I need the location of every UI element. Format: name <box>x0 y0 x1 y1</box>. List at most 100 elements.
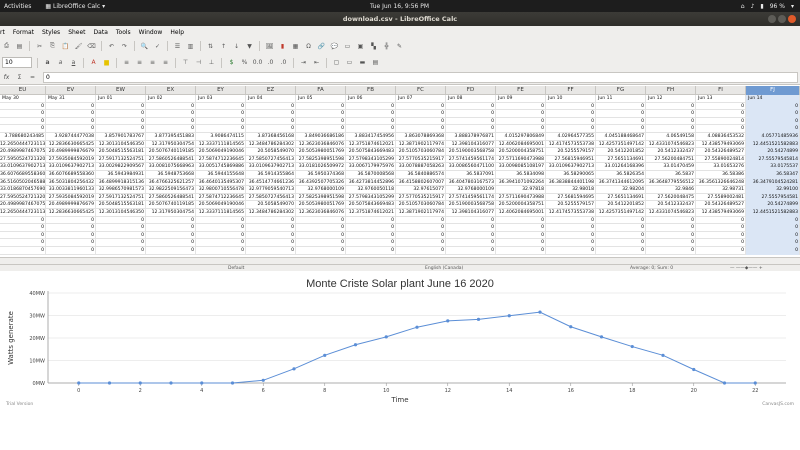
table-cell[interactable]: 0 <box>696 117 746 126</box>
table-cell[interactable]: 12.438579493069 <box>696 140 746 149</box>
table-cell[interactable]: 0 <box>146 239 196 247</box>
table-cell[interactable]: 36.5031804256432 <box>46 178 96 187</box>
table-cell[interactable]: 27.5874712236645 <box>196 155 246 164</box>
table-cell[interactable]: 33.0033811960133 <box>46 186 96 194</box>
table-cell[interactable]: Jun 09 <box>496 95 546 103</box>
table-cell[interactable]: 0 <box>0 110 46 118</box>
table-cell[interactable]: 32.97818 <box>496 186 546 194</box>
column-header-ez[interactable]: EZ <box>246 86 296 95</box>
table-cell[interactable]: 0 <box>46 231 96 240</box>
table-cell[interactable]: 36.3941071092264 <box>496 178 546 187</box>
table-cell[interactable]: 33.0109637902713 <box>546 163 596 171</box>
table-cell[interactable]: 0 <box>546 117 596 126</box>
table-cell[interactable]: 3.863078869368 <box>396 133 446 141</box>
table-cell[interactable]: 20.5053980051769 <box>296 148 346 156</box>
table-cell[interactable]: 36.4640135495307 <box>196 178 246 187</box>
column-header-fd[interactable]: FD <box>446 86 496 95</box>
clock[interactable]: Tue Jun 16, 9:56 PM <box>370 2 430 10</box>
table-cell[interactable]: 0 <box>146 102 196 111</box>
column-header-ev[interactable]: EV <box>46 86 96 95</box>
hyperlink-icon[interactable]: 🔗 <box>317 42 326 50</box>
table-cell[interactable]: 27.5741459561174 <box>446 155 496 164</box>
table-cell[interactable]: 27.5770535215917 <box>396 193 446 202</box>
table-cell[interactable]: 0 <box>0 125 46 133</box>
table-cell[interactable]: 12.4257351497142 <box>596 209 646 217</box>
app-menu[interactable]: ▦ LibreOffice Calc ▾ <box>45 3 105 10</box>
table-cell[interactable]: 0 <box>46 110 96 118</box>
table-cell[interactable]: 36.5826354 <box>596 171 646 179</box>
table-cell[interactable]: 12.2650444723113 <box>0 140 46 149</box>
table-cell[interactable]: 20.5053980051769 <box>296 201 346 209</box>
table-cell[interactable]: 27.5711690473988 <box>496 193 546 202</box>
table-cell[interactable]: 32.9846 <box>646 186 696 194</box>
table-cell[interactable]: 3.883417454956 <box>346 133 396 141</box>
table-cell[interactable]: 0 <box>446 125 496 133</box>
row-icon[interactable]: ☰ <box>174 42 181 50</box>
table-cell[interactable]: 33.0081075668963 <box>146 163 196 171</box>
align-top-icon[interactable]: ⊤ <box>182 59 189 66</box>
minimize-button[interactable] <box>768 15 776 23</box>
pivot-table-icon[interactable]: ▦ <box>292 42 299 50</box>
show-draw-functions-icon[interactable]: ✎ <box>396 42 403 50</box>
column-header-ex[interactable]: EX <box>146 86 196 95</box>
align-left-icon[interactable]: ≡ <box>123 59 130 66</box>
table-cell[interactable]: 32.99100 <box>746 186 800 194</box>
table-cell[interactable]: 0 <box>646 247 696 255</box>
align-bottom-icon[interactable]: ⊥ <box>208 59 215 66</box>
table-cell[interactable]: 12.3871902117974 <box>396 140 446 149</box>
table-cell[interactable]: 20.4989987467075 <box>0 201 46 209</box>
table-cell[interactable]: 0 <box>596 117 646 126</box>
split-window-icon[interactable]: ╬ <box>384 42 389 50</box>
table-cell[interactable]: 12.398104316077 <box>446 140 496 149</box>
spelling-icon[interactable]: ✓ <box>154 42 161 50</box>
table-cell[interactable]: 3.857901783767 <box>96 133 146 141</box>
decrease-indent-icon[interactable]: ⇤ <box>313 59 320 66</box>
language-status[interactable]: English (Canada) <box>425 266 464 271</box>
table-cell[interactable]: 27.5917132524751 <box>96 193 146 202</box>
menu-item-insert[interactable]: rt <box>0 28 5 36</box>
close-button[interactable] <box>788 15 796 23</box>
table-cell[interactable]: 3.888378976871 <box>446 133 496 141</box>
table-cell[interactable]: 0 <box>246 125 296 133</box>
table-cell[interactable]: 27.5917132524751 <box>96 155 146 164</box>
table-cell[interactable]: 0 <box>546 102 596 111</box>
table-cell[interactable]: 0 <box>96 102 146 111</box>
table-cell[interactable]: 36.5948753668 <box>146 171 196 179</box>
table-cell[interactable]: 0 <box>346 247 396 255</box>
table-cell[interactable]: 3.877395451883 <box>146 133 196 141</box>
table-cell[interactable]: 0 <box>346 231 396 240</box>
table-cell[interactable]: 27.5950524721320 <box>0 155 46 164</box>
font-size-box[interactable]: 10 <box>2 57 32 68</box>
table-cell[interactable]: Jun 05 <box>296 95 346 103</box>
table-cell[interactable]: 0 <box>646 125 696 133</box>
font-color-icon[interactable]: A <box>91 59 96 66</box>
table-cell[interactable]: 0 <box>196 125 246 133</box>
table-cell[interactable]: 0 <box>0 216 46 225</box>
table-cell[interactable]: 32.97615077 <box>396 186 446 194</box>
table-cell[interactable]: 4.06549158 <box>646 133 696 141</box>
table-cell[interactable]: 0 <box>396 102 446 111</box>
table-cell[interactable]: 0 <box>596 231 646 240</box>
table-cell[interactable]: 0 <box>146 125 196 133</box>
sum-status[interactable]: Average: 0; Sum: 0 <box>630 266 674 271</box>
table-cell[interactable]: 0 <box>196 239 246 247</box>
cut-icon[interactable]: ✂ <box>36 42 43 50</box>
table-cell[interactable]: 12.3337111814565 <box>196 140 246 149</box>
table-cell[interactable]: 33.0109637902713 <box>0 163 46 171</box>
table-cell[interactable]: 20.54326489527 <box>696 201 746 209</box>
table-cell[interactable]: 0 <box>746 239 800 247</box>
table-cell[interactable]: 36.5914355864 <box>246 171 296 179</box>
zoom-slider[interactable]: — ——◆—— + <box>730 266 763 271</box>
table-cell[interactable]: 36.5870008568 <box>346 171 396 179</box>
table-cell[interactable]: 20.5048515563181 <box>96 148 146 156</box>
table-cell[interactable]: 0 <box>596 239 646 247</box>
table-cell[interactable]: 0 <box>646 224 696 232</box>
table-cell[interactable]: 0 <box>396 110 446 118</box>
table-cell[interactable]: 0 <box>0 247 46 255</box>
table-cell[interactable]: 20.5200004358751 <box>496 148 546 156</box>
table-cell[interactable]: 0 <box>296 231 346 240</box>
table-cell[interactable]: 4.02964577355 <box>546 133 596 141</box>
table-cell[interactable]: 32.98204 <box>596 186 646 194</box>
sort-ascending-icon[interactable]: ↑ <box>220 42 227 50</box>
table-cell[interactable]: 4.08836453532 <box>696 133 746 141</box>
